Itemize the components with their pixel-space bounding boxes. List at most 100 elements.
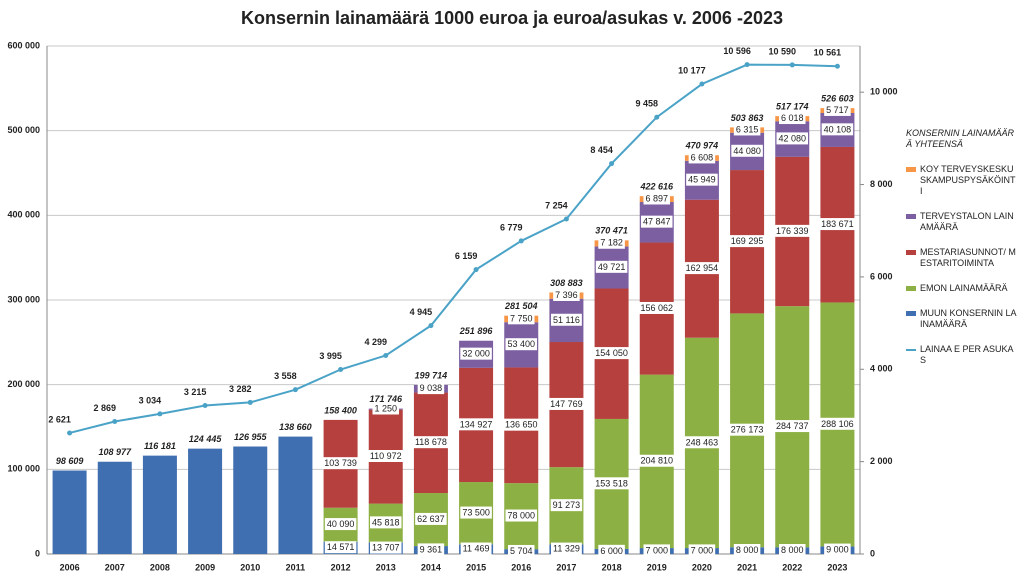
- data-label-text: 110 972: [370, 451, 402, 461]
- line-label: 2 621: [48, 414, 71, 424]
- line-label: 7 254: [545, 200, 568, 210]
- line-marker: [157, 411, 163, 417]
- y-tick-label: 200 000: [7, 379, 40, 389]
- label-bg: [460, 542, 492, 555]
- legend-item: MESTARIASUNNOT/ MESTARITOIMINTA: [906, 247, 1018, 269]
- data-label-text: 153 518: [595, 478, 628, 488]
- label-bg: [731, 144, 763, 157]
- data-label-text: 49 721: [598, 262, 626, 272]
- data-label: 47 847: [640, 215, 673, 228]
- label-bg: [728, 423, 766, 436]
- x-tick-label: 2013: [376, 562, 396, 572]
- label-bg: [819, 417, 856, 430]
- label-bg: [507, 312, 535, 325]
- data-label: 1 250: [372, 402, 400, 415]
- data-label: 5 717: [824, 103, 851, 116]
- label-bg: [417, 382, 445, 395]
- total-label: 126 955: [234, 432, 268, 442]
- data-label: 9 000: [824, 543, 851, 556]
- line-label: 9 458: [635, 99, 658, 109]
- data-label-text: 6 608: [691, 152, 714, 162]
- line-marker: [383, 352, 389, 358]
- total-label: 370 471: [595, 226, 628, 236]
- line: [69, 63, 838, 434]
- x-tick-label: 2008: [150, 562, 170, 572]
- label-bg: [369, 541, 402, 554]
- total-label: 251 896: [459, 326, 494, 336]
- data-label-text: 169 295: [731, 236, 764, 246]
- label-bg: [643, 544, 671, 557]
- y2-tick-label: 10 000: [870, 87, 898, 97]
- data-label-text: 6 315: [736, 124, 759, 134]
- label-bg: [505, 338, 538, 351]
- data-label: 103 739: [322, 457, 359, 470]
- line-label: 2 869: [93, 403, 116, 413]
- label-bg: [502, 418, 540, 431]
- data-label: 7 396: [553, 288, 580, 301]
- legend-label: MUUN KONSERNIN LAINAMÄÄRÄ: [920, 308, 1017, 329]
- label-bg: [688, 544, 716, 557]
- data-label: 118 678: [412, 436, 449, 449]
- y-tick-label: 0: [35, 548, 40, 558]
- line-label: 3 282: [229, 384, 252, 394]
- legend-marker: [906, 214, 916, 219]
- line-marker: [834, 63, 840, 69]
- data-label: 40 108: [821, 123, 854, 136]
- label-bg: [417, 543, 445, 556]
- data-label: 8 000: [778, 543, 806, 556]
- y2-tick-label: 4 000: [870, 364, 893, 374]
- label-bg: [778, 543, 806, 556]
- line-label: 6 779: [500, 222, 523, 232]
- x-tick-label: 2014: [421, 562, 441, 572]
- label-bg: [460, 347, 492, 360]
- x-tick-label: 2021: [737, 562, 757, 572]
- data-label: 147 769: [548, 397, 585, 410]
- data-label: 6 897: [643, 192, 671, 205]
- label-bg: [728, 235, 766, 248]
- data-label: 8 000: [733, 543, 761, 556]
- total-label: 422 616: [639, 182, 674, 192]
- data-label: 284 737: [773, 420, 811, 433]
- line-label: 3 558: [274, 371, 297, 381]
- data-label: 204 810: [638, 454, 676, 467]
- line-marker: [338, 367, 344, 373]
- data-label: 45 818: [369, 516, 402, 529]
- bar-segment: [278, 436, 313, 554]
- label-bg: [773, 224, 811, 237]
- data-label: 7 182: [598, 236, 625, 249]
- total-label: 108 977: [98, 447, 132, 457]
- legend-label: KOY TERVEYSKESKUSKAMPUSPYSÄKÖINTI: [920, 164, 1016, 196]
- total-label: 526 603: [821, 94, 854, 104]
- total-label: 199 714: [415, 370, 448, 380]
- data-label-text: 103 739: [324, 458, 357, 468]
- x-tick-label: 2012: [331, 562, 351, 572]
- label-bg: [324, 541, 357, 554]
- data-label-text: 13 707: [372, 543, 400, 553]
- data-label-text: 136 650: [505, 420, 538, 430]
- total-label: 98 609: [56, 456, 84, 466]
- label-bg: [550, 542, 582, 555]
- legend-marker: [906, 250, 916, 255]
- x-tick-label: 2020: [692, 562, 712, 572]
- data-label: 73 500: [460, 506, 492, 519]
- y2-tick-label: 6 000: [870, 271, 893, 281]
- label-bg: [733, 123, 761, 136]
- data-label-text: 11 469: [463, 544, 490, 554]
- data-label: 51 116: [550, 313, 582, 326]
- bar-segment: [142, 455, 177, 554]
- x-tick-label: 2022: [782, 562, 802, 572]
- data-label: 154 050: [593, 347, 630, 360]
- bar-segment: [188, 448, 223, 554]
- data-label-text: 7 750: [510, 313, 533, 323]
- label-bg: [640, 215, 673, 228]
- label-bg: [821, 123, 854, 136]
- data-label: 45 949: [686, 173, 718, 186]
- data-label: 78 000: [505, 509, 538, 522]
- label-bg: [773, 420, 811, 433]
- data-label: 32 000: [460, 347, 492, 360]
- data-label-text: 8 000: [736, 545, 759, 555]
- x-tick-label: 2017: [556, 562, 576, 572]
- chart-title: Konsernin lainamäärä 1000 euroa ja euroa…: [241, 8, 783, 28]
- x-tick-label: 2015: [466, 562, 486, 572]
- line-marker: [518, 238, 524, 244]
